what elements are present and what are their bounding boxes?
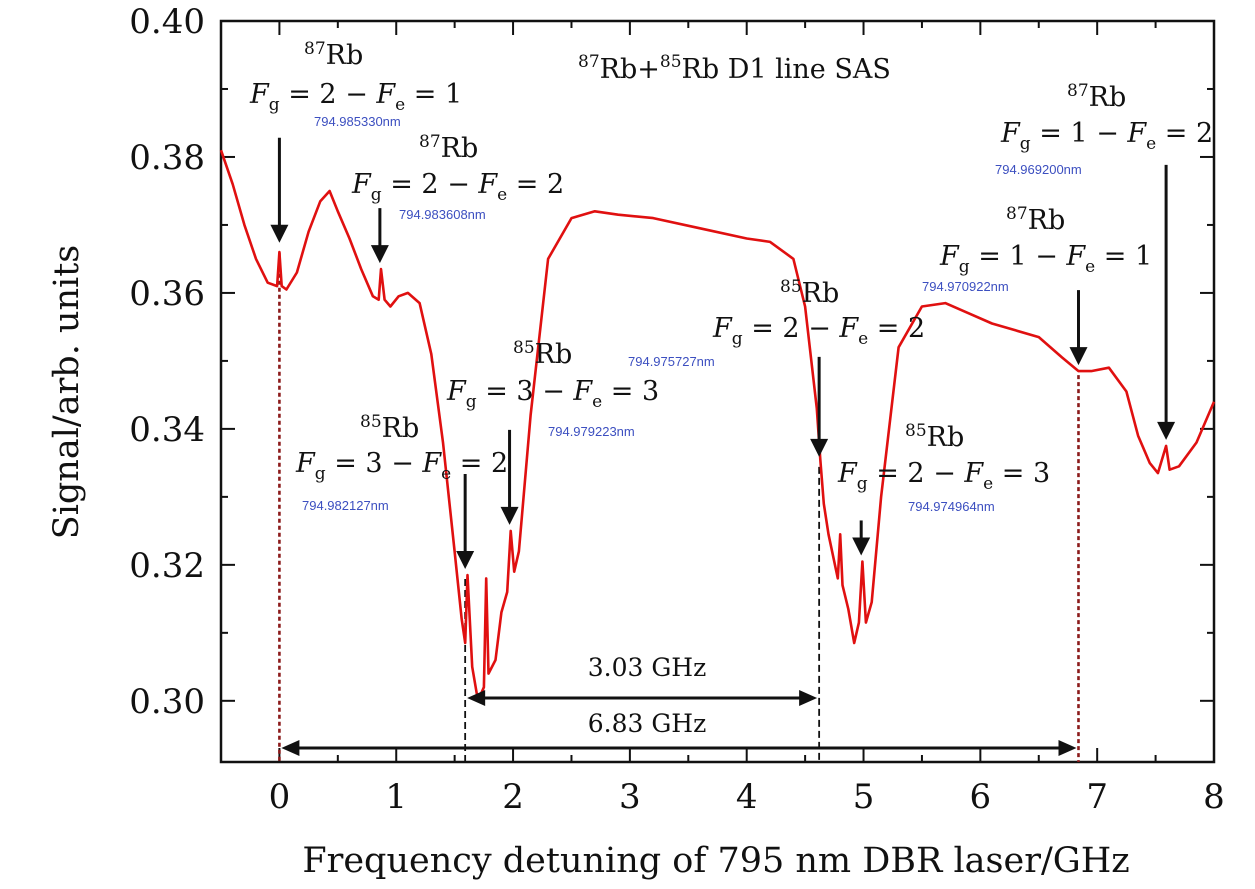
y-tick-label: 0.38	[129, 138, 205, 178]
svg-text:87Rb: 87Rb	[304, 39, 363, 71]
wavelength-label: 794.974964nm	[908, 499, 995, 514]
spacing-arrowhead-left	[467, 690, 486, 706]
annotation-arrowhead	[1069, 347, 1088, 366]
annotation-label-85rb-f3-f3: 85Rb Fg = 3 − Fe = 3 794.979223nm	[446, 338, 659, 439]
x-tick-labels: 0 1 2 3 4 5 6 7 8	[269, 777, 1225, 817]
annotation-arrowhead	[270, 224, 289, 243]
spacing-label-6-83: 6.83 GHz	[588, 709, 707, 738]
spacing-arrowhead-left	[281, 740, 300, 756]
svg-text:Fg = 1 − Fe = 1: Fg = 1 − Fe = 1	[939, 241, 1152, 277]
series-line	[219, 149, 1216, 703]
x-tick-label: 5	[853, 777, 875, 817]
annotation-label-87rb-f2-f2: 87Rb Fg = 2 − Fe = 2 794.983608nm	[351, 132, 564, 222]
annotation-arrowhead	[500, 506, 519, 525]
annotation-arrowhead	[852, 537, 871, 556]
wavelength-label: 794.969200nm	[995, 162, 1082, 177]
y-tick-label: 0.32	[129, 546, 205, 586]
annotation-label-87rb-f1-f2: 87Rb Fg = 1 − Fe = 2 794.969200nm	[995, 81, 1213, 177]
x-tick-label: 2	[502, 777, 524, 817]
svg-text:Fg = 1 − Fe = 2: Fg = 1 − Fe = 2	[1000, 118, 1213, 154]
annotation-label-85rb-f2-f3: 85Rb Fg = 2 − Fe = 3 794.974964nm	[837, 421, 1050, 514]
annotation-label-85rb-f3-f2: 85Rb Fg = 3 − Fe = 2 794.982127nm	[295, 412, 508, 513]
spacing-arrowhead-right	[799, 690, 818, 706]
annotation-arrowhead	[370, 245, 389, 264]
svg-text:85Rb: 85Rb	[905, 421, 964, 453]
annotation-arrowhead	[1157, 421, 1176, 440]
svg-text:Fg = 2 − Fe = 3: Fg = 2 − Fe = 3	[837, 458, 1050, 494]
y-tick-label: 0.36	[129, 274, 205, 314]
svg-text:Fg = 2 − Fe = 2: Fg = 2 − Fe = 2	[351, 169, 564, 205]
spacing-label-3-03: 3.03 GHz	[588, 653, 707, 682]
x-tick-label: 8	[1203, 777, 1225, 817]
svg-text:Fg = 2 − Fe = 1: Fg = 2 − Fe = 1	[249, 79, 462, 115]
x-axis-title: Frequency detuning of 795 nm DBR laser/G…	[302, 841, 1129, 881]
svg-text:85Rb: 85Rb	[513, 338, 572, 370]
wavelength-label: 794.982127nm	[302, 498, 389, 513]
axis-ticks	[220, 20, 1215, 762]
wavelength-label: 794.979223nm	[548, 424, 635, 439]
y-axis-title: Signal/arb. units	[47, 245, 87, 540]
annotation-label-85rb-f2-f2: 85Rb Fg = 2 − Fe = 2	[712, 277, 925, 349]
svg-text:87Rb: 87Rb	[1006, 204, 1065, 236]
x-tick-label: 6	[970, 777, 992, 817]
reference-lines	[278, 252, 1080, 762]
chart-title: 87Rb+85Rb D1 line SAS	[578, 52, 891, 85]
spacing-arrowhead-right	[1058, 740, 1077, 756]
y-tick-labels: 0.30 0.32 0.34 0.36 0.38 0.40	[129, 2, 205, 722]
svg-text:85Rb: 85Rb	[360, 412, 419, 444]
annotation-arrowhead	[810, 438, 829, 457]
annotation-arrowhead	[456, 551, 475, 570]
svg-text:87Rb: 87Rb	[1067, 81, 1126, 113]
wavelength-label: 794.983608nm	[399, 207, 486, 222]
series-group	[219, 149, 1216, 703]
y-tick-label: 0.34	[129, 410, 205, 450]
annotation-label-mid-wavelength: 794.975727nm	[628, 354, 715, 369]
svg-text:Fg = 3 − Fe = 2: Fg = 3 − Fe = 2	[295, 448, 508, 484]
x-tick-label: 4	[736, 777, 758, 817]
wavelength-label: 794.985330nm	[314, 114, 401, 129]
wavelength-label: 794.970922nm	[922, 279, 1009, 294]
wavelength-label: 794.975727nm	[628, 354, 715, 369]
svg-text:Fg = 3 − Fe = 3: Fg = 3 − Fe = 3	[446, 376, 659, 412]
y-tick-label: 0.40	[129, 2, 205, 42]
x-tick-label: 1	[385, 777, 407, 817]
y-tick-label: 0.30	[129, 682, 205, 722]
annotation-label-87rb-f1-f1: 87Rb Fg = 1 − Fe = 1 794.970922nm	[922, 204, 1152, 294]
x-tick-label: 3	[619, 777, 641, 817]
svg-text:87Rb: 87Rb	[419, 132, 478, 164]
x-tick-label: 7	[1086, 777, 1108, 817]
svg-text:85Rb: 85Rb	[780, 277, 839, 309]
annotation-label-87rb-f2-f1: 87Rb Fg = 2 − Fe = 1 794.985330nm	[249, 39, 462, 129]
svg-text:Fg = 2 − Fe = 2: Fg = 2 − Fe = 2	[712, 313, 925, 349]
plot-frame	[219, 19, 1216, 764]
annotation-arrows	[270, 137, 1176, 570]
x-tick-label: 0	[269, 777, 291, 817]
spacing-arrows	[281, 690, 1077, 756]
